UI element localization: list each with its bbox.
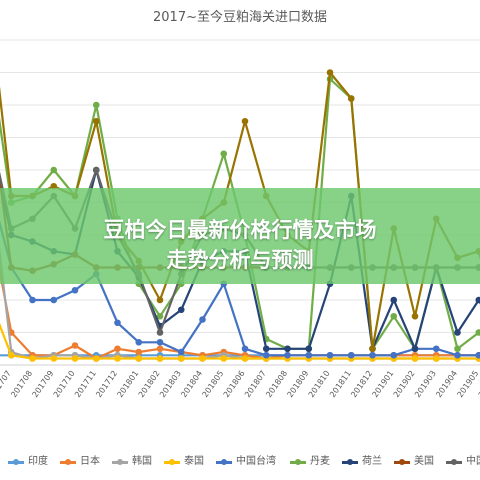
data-point <box>177 355 185 362</box>
data-point <box>71 286 79 294</box>
legend-label: 日本 <box>80 456 100 467</box>
data-point <box>92 355 100 362</box>
data-point <box>177 348 185 356</box>
series-line-9 <box>0 71 480 350</box>
data-point <box>177 306 185 314</box>
data-point <box>71 342 79 349</box>
headline-line-2: 走势分析与预测 <box>166 248 314 272</box>
data-point <box>305 345 313 353</box>
data-point <box>369 351 376 359</box>
data-point <box>347 95 355 102</box>
chart-title: 2017~至今豆粕海关进口数据 <box>153 10 327 25</box>
data-point <box>156 329 164 336</box>
data-point <box>241 117 249 125</box>
data-point <box>432 345 440 353</box>
data-point <box>92 117 100 125</box>
legend-marker <box>451 459 457 465</box>
legend-marker <box>13 459 19 465</box>
data-point <box>114 345 121 353</box>
data-point <box>326 69 334 76</box>
data-point <box>475 329 480 336</box>
data-point <box>156 338 164 346</box>
legend-marker <box>399 459 405 465</box>
data-point <box>284 345 291 353</box>
data-point <box>92 166 100 174</box>
legend-label: 印度 <box>28 456 48 467</box>
data-point <box>135 355 143 362</box>
data-point <box>29 296 36 304</box>
data-point <box>432 355 440 362</box>
chart-legend: 印度日本韩国泰国中国台湾丹麦荷兰美国中国德国 <box>0 452 480 472</box>
data-point <box>114 355 121 362</box>
data-point <box>156 355 164 362</box>
legend-marker <box>221 459 227 465</box>
data-point <box>114 319 121 327</box>
headline-banner: 豆柏今日最新价格行情及市场 走势分析与预测 <box>0 188 480 284</box>
data-point <box>411 355 419 362</box>
data-point <box>135 348 143 356</box>
data-point <box>220 355 228 362</box>
data-point <box>29 355 36 362</box>
legend-label: 泰国 <box>184 456 204 467</box>
data-point <box>411 312 419 320</box>
data-point <box>199 316 206 323</box>
data-point <box>262 345 270 353</box>
data-point <box>390 296 398 304</box>
data-point <box>454 329 461 336</box>
data-point <box>50 355 58 362</box>
data-point <box>135 338 143 346</box>
data-point <box>241 355 249 362</box>
legend-marker <box>117 459 123 465</box>
data-point <box>156 296 164 304</box>
legend-label: 荷兰 <box>362 456 382 467</box>
data-point <box>305 351 313 359</box>
legend-label: 中国 <box>466 456 480 467</box>
data-point <box>347 351 355 359</box>
legend-label: 韩国 <box>132 456 152 467</box>
data-point <box>475 351 480 359</box>
data-point <box>262 351 270 359</box>
data-point <box>220 150 228 158</box>
data-point <box>7 351 15 359</box>
data-point <box>390 312 398 320</box>
data-point <box>241 345 249 353</box>
data-point <box>50 296 58 304</box>
legend-label: 美国 <box>414 456 434 467</box>
data-point <box>390 351 398 359</box>
data-point <box>156 345 164 353</box>
data-point <box>454 351 461 359</box>
legend-marker <box>295 459 301 465</box>
data-point <box>369 345 376 353</box>
legend-label: 丹麦 <box>310 456 330 467</box>
legend-marker <box>65 459 71 465</box>
legend-marker <box>169 459 175 465</box>
data-point <box>50 166 58 174</box>
headline-line-1: 豆柏今日最新价格行情及市场 <box>103 218 377 242</box>
series-line-3 <box>0 322 480 360</box>
data-point <box>199 355 206 362</box>
legend-marker <box>347 459 353 465</box>
data-point <box>454 345 461 353</box>
data-point <box>326 351 334 359</box>
data-point <box>92 101 100 109</box>
data-point <box>411 345 419 353</box>
data-point <box>475 296 480 304</box>
data-point <box>156 312 164 320</box>
data-point <box>71 355 79 362</box>
data-point <box>284 351 291 359</box>
legend-label: 中国台湾 <box>236 456 276 467</box>
